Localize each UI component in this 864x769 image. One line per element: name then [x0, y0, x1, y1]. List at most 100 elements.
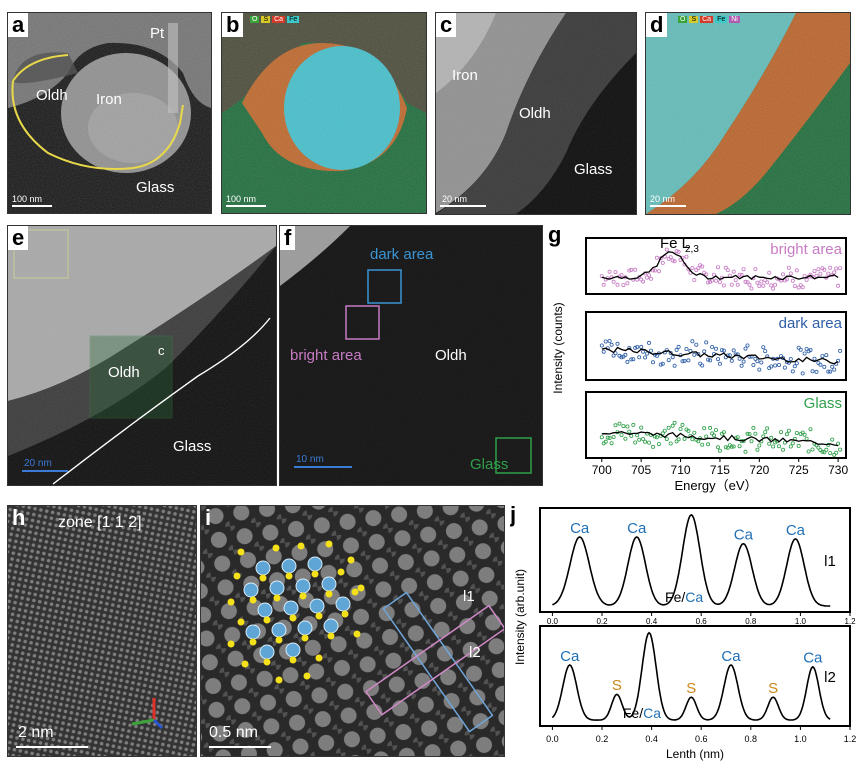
data-point: [723, 265, 728, 270]
data-point: [826, 271, 831, 276]
data-point: [676, 344, 681, 349]
data-point: [745, 431, 750, 436]
data-point: [700, 264, 705, 269]
data-point: [747, 282, 752, 287]
x-tick-label: 0.8: [745, 617, 757, 626]
x-tick-label: 1.2: [844, 617, 856, 626]
data-point: [824, 353, 829, 358]
data-point: [798, 347, 803, 352]
data-point: [816, 267, 821, 272]
s-atom: [289, 614, 297, 622]
data-point: [613, 351, 618, 356]
data-point: [656, 269, 661, 274]
s-atom: [259, 574, 267, 582]
s-atom: [357, 584, 365, 592]
peak-label: S: [768, 680, 778, 697]
data-point: [668, 255, 673, 260]
data-point: [729, 358, 734, 363]
ca-atom: [295, 578, 311, 594]
glass-label: Glass: [574, 161, 613, 178]
scale-bar: [209, 746, 271, 748]
data-point: [838, 266, 843, 271]
data-point: [660, 361, 665, 366]
data-point: [690, 339, 695, 344]
data-point: [710, 345, 715, 350]
data-point: [786, 265, 791, 270]
data-point: [629, 357, 634, 362]
data-point: [747, 432, 752, 437]
data-point: [828, 369, 833, 374]
legend-fe: Fe: [287, 16, 300, 23]
data-point: [824, 447, 829, 452]
series-label: bright area: [770, 241, 842, 258]
data-point: [802, 432, 807, 437]
data-point: [826, 369, 831, 374]
s-atom: [311, 570, 319, 578]
annotation-fe: Fe L: [660, 235, 690, 252]
data-point: [706, 357, 711, 362]
plot-frame: [585, 391, 847, 459]
data-point: [625, 281, 630, 286]
panel-i-image: [201, 506, 504, 756]
oldh-label: Oldh: [435, 347, 467, 364]
data-point: [759, 279, 764, 284]
data-point: [692, 278, 697, 283]
data-point: [804, 436, 809, 441]
data-point: [660, 431, 665, 436]
data-point: [696, 266, 701, 271]
ca-atom: [321, 576, 337, 592]
data-point: [715, 445, 720, 450]
s-atom: [341, 610, 349, 618]
data-point: [776, 362, 781, 367]
panel-b-image: [222, 13, 426, 213]
s-atom: [275, 676, 283, 684]
data-point: [735, 282, 740, 287]
s-atom: [263, 616, 271, 624]
s-atom: [337, 568, 345, 576]
data-point: [773, 363, 778, 368]
data-point: [739, 363, 744, 368]
ca-atom: [245, 624, 261, 640]
data-point: [761, 283, 766, 288]
panel-a-image: [8, 13, 211, 213]
s-atom: [303, 672, 311, 680]
legend-ca: Ca: [272, 16, 286, 23]
data-point: [713, 278, 718, 283]
data-point: [838, 447, 843, 452]
data-point: [780, 447, 785, 452]
data-point: [731, 348, 736, 353]
data-point: [603, 339, 608, 344]
scale-label: 20 nm: [24, 458, 52, 469]
x-axis-label: Lenth (nm): [666, 747, 724, 761]
data-point: [700, 442, 705, 447]
data-point: [609, 441, 614, 446]
data-point: [704, 434, 709, 439]
panel-label: g: [548, 222, 561, 247]
data-point: [627, 429, 632, 434]
data-point: [668, 350, 673, 355]
data-point: [808, 272, 813, 277]
peak-label: S: [686, 680, 696, 697]
data-point: [607, 435, 612, 440]
data-point: [649, 348, 654, 353]
x-tick-label: 0.6: [696, 617, 708, 626]
plot-frame: [539, 507, 851, 613]
data-point: [713, 427, 718, 432]
data-point: [836, 358, 841, 363]
data-point: [794, 361, 799, 366]
s-atom: [297, 542, 305, 550]
x-tick-label: 0.6: [695, 734, 708, 744]
data-point: [773, 282, 778, 287]
panel-e-image: [8, 226, 276, 485]
s-atom: [353, 630, 361, 638]
data-point: [735, 435, 740, 440]
data-point: [737, 272, 742, 277]
data-point: [743, 449, 748, 454]
s-atom: [249, 638, 257, 646]
ca-atom: [283, 600, 299, 616]
panel-d: d O S Ca Fe Ni 20 nm: [645, 12, 851, 215]
ca-atom: [307, 556, 323, 572]
data-point: [753, 356, 758, 361]
data-point: [810, 447, 815, 452]
panel-f: f dark area bright area Oldh Glass 10 nm: [279, 225, 543, 486]
